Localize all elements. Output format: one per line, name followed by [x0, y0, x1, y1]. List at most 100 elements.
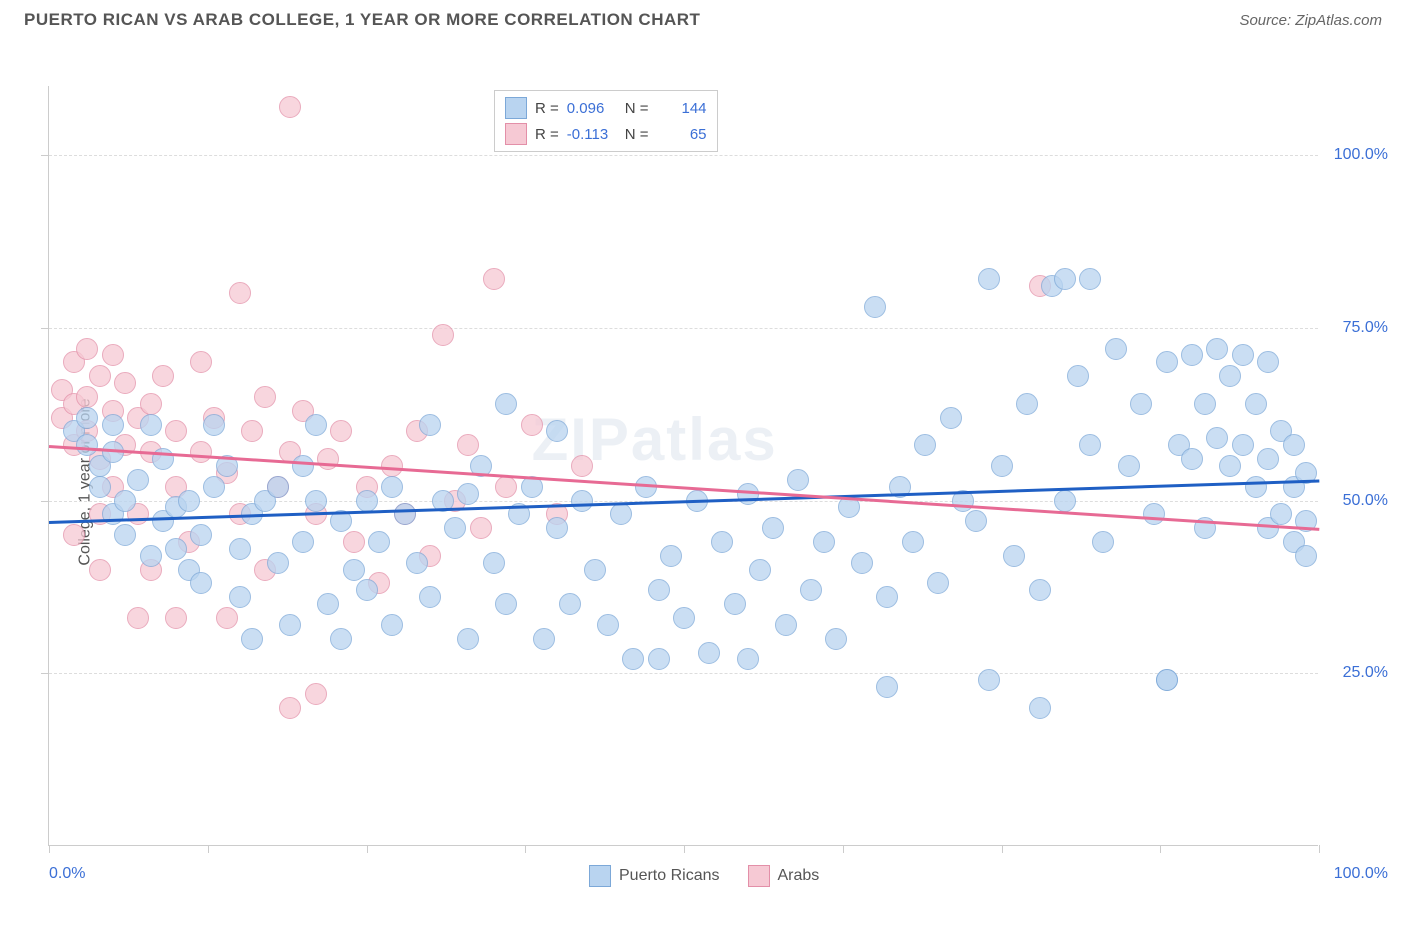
scatter-point — [864, 296, 886, 318]
scatter-point — [1079, 434, 1101, 456]
scatter-point — [546, 420, 568, 442]
scatter-point — [343, 559, 365, 581]
stat-n-label: N = — [625, 100, 649, 117]
scatter-point — [749, 559, 771, 581]
scatter-point — [292, 455, 314, 477]
scatter-point — [317, 593, 339, 615]
x-tick — [843, 845, 844, 853]
scatter-point — [1118, 455, 1140, 477]
scatter-point — [356, 490, 378, 512]
scatter-point — [571, 490, 593, 512]
scatter-point — [254, 386, 276, 408]
x-label-min: 0.0% — [49, 865, 85, 883]
scatter-point — [559, 593, 581, 615]
scatter-point — [305, 414, 327, 436]
stats-row: R =0.096N =144 — [505, 95, 707, 121]
x-tick — [1319, 845, 1320, 853]
scatter-point — [521, 414, 543, 436]
scatter-point — [1245, 476, 1267, 498]
scatter-point — [330, 628, 352, 650]
scatter-point — [229, 282, 251, 304]
stat-r-label: R = — [535, 100, 559, 117]
scatter-point — [292, 531, 314, 553]
y-tick — [41, 155, 49, 156]
scatter-point — [305, 490, 327, 512]
scatter-point — [381, 476, 403, 498]
scatter-point — [76, 386, 98, 408]
scatter-point — [1232, 434, 1254, 456]
scatter-point — [1079, 268, 1101, 290]
scatter-point — [1245, 393, 1267, 415]
scatter-point — [1003, 545, 1025, 567]
scatter-point — [914, 434, 936, 456]
stat-n-value: 65 — [657, 126, 707, 143]
scatter-point — [444, 517, 466, 539]
scatter-point — [229, 586, 251, 608]
scatter-point — [279, 96, 301, 118]
scatter-point — [102, 414, 124, 436]
x-tick — [367, 845, 368, 853]
plot-area: ZIPatlas 25.0%50.0%75.0%100.0%0.0%100.0%… — [48, 86, 1318, 846]
scatter-point — [241, 420, 263, 442]
scatter-point — [1067, 365, 1089, 387]
y-tick — [41, 501, 49, 502]
stat-r-value: -0.113 — [567, 126, 617, 143]
legend-label: Puerto Ricans — [619, 867, 720, 885]
scatter-point — [851, 552, 873, 574]
scatter-point — [1270, 503, 1292, 525]
scatter-point — [356, 579, 378, 601]
y-tick-label: 50.0% — [1343, 492, 1388, 510]
scatter-point — [660, 545, 682, 567]
scatter-point — [800, 579, 822, 601]
scatter-point — [368, 531, 390, 553]
legend-swatch — [505, 97, 527, 119]
scatter-point — [1206, 427, 1228, 449]
scatter-point — [1257, 351, 1279, 373]
scatter-point — [279, 697, 301, 719]
scatter-point — [1219, 365, 1241, 387]
y-tick-label: 25.0% — [1343, 664, 1388, 682]
scatter-point — [330, 420, 352, 442]
scatter-point — [584, 559, 606, 581]
scatter-point — [1206, 338, 1228, 360]
scatter-point — [114, 372, 136, 394]
scatter-point — [597, 614, 619, 636]
scatter-point — [190, 524, 212, 546]
scatter-point — [1130, 393, 1152, 415]
scatter-point — [1194, 393, 1216, 415]
scatter-point — [495, 593, 517, 615]
scatter-point — [76, 338, 98, 360]
scatter-point — [571, 455, 593, 477]
scatter-point — [279, 614, 301, 636]
scatter-point — [1054, 490, 1076, 512]
scatter-point — [216, 607, 238, 629]
scatter-point — [190, 441, 212, 463]
scatter-point — [940, 407, 962, 429]
scatter-point — [1092, 531, 1114, 553]
x-tick — [1002, 845, 1003, 853]
x-tick — [525, 845, 526, 853]
scatter-point — [343, 531, 365, 553]
scatter-point — [165, 420, 187, 442]
scatter-point — [127, 469, 149, 491]
scatter-point — [1029, 697, 1051, 719]
x-tick — [49, 845, 50, 853]
scatter-point — [419, 586, 441, 608]
y-tick-label: 75.0% — [1343, 319, 1388, 337]
scatter-point — [698, 642, 720, 664]
scatter-point — [978, 669, 1000, 691]
scatter-point — [89, 559, 111, 581]
stats-box: R =0.096N =144R = -0.113 N = 65 — [494, 90, 718, 152]
scatter-point — [76, 407, 98, 429]
scatter-point — [1029, 579, 1051, 601]
scatter-point — [457, 483, 479, 505]
x-tick — [684, 845, 685, 853]
scatter-point — [241, 628, 263, 650]
scatter-point — [102, 344, 124, 366]
stat-n-label: N = — [625, 126, 649, 143]
scatter-point — [152, 365, 174, 387]
y-tick — [41, 673, 49, 674]
scatter-point — [1219, 455, 1241, 477]
chart-title: PUERTO RICAN VS ARAB COLLEGE, 1 YEAR OR … — [24, 10, 700, 30]
scatter-point — [927, 572, 949, 594]
